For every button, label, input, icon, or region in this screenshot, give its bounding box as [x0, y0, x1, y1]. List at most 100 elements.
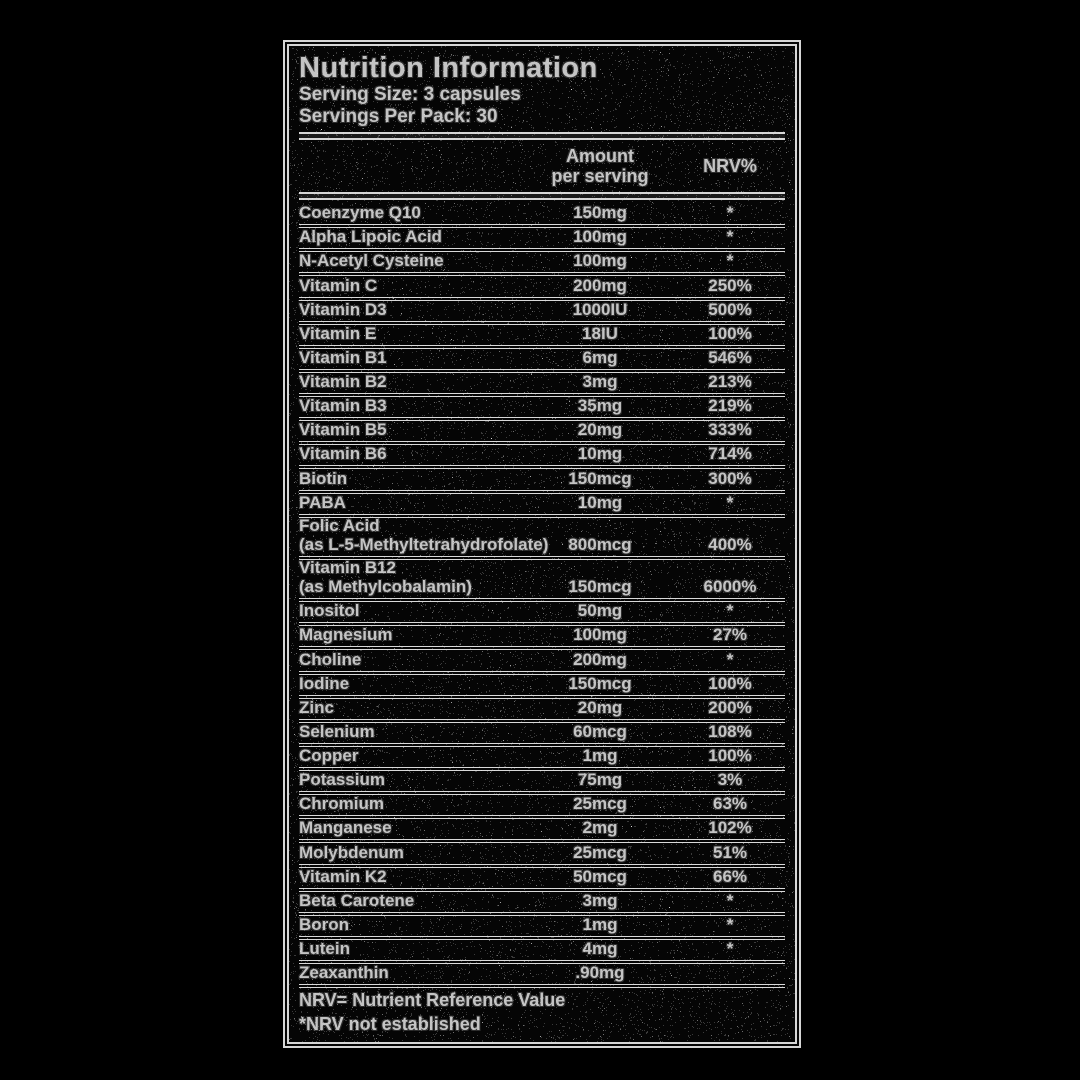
ingredient-amount: .90mg — [575, 963, 625, 983]
table-row: Vitamin B12 (as Methylcobalamin) 150mcg … — [299, 558, 785, 603]
ingredient-nrv: * — [726, 601, 734, 621]
table-row: Alpha Lipoic Acid 100mg * — [299, 227, 785, 253]
footnote-nrv-not-established: *NRV not established — [299, 1014, 481, 1034]
table-row: Iodine 150mcg 100% — [299, 673, 785, 699]
ingredient-amount: 35mg — [577, 396, 623, 416]
table-row: Vitamin K2 50mcg 66% — [299, 866, 785, 892]
ingredient-amount: 100mg — [573, 227, 627, 247]
ingredient-nrv: 300% — [708, 468, 752, 488]
ingredient-name: Vitamin D3 — [299, 299, 387, 319]
ingredient-name: Chromium — [299, 794, 384, 814]
ingredient-amount: 200mg — [573, 649, 627, 669]
ingredient-nrv: 200% — [708, 697, 752, 717]
ingredient-name: Inositol — [299, 601, 360, 621]
table-row: Boron 1mg * — [299, 914, 785, 940]
table-row: Vitamin B5 20mg 333% — [299, 420, 785, 446]
table-row: Manganese 2mg 102% — [299, 818, 785, 844]
ingredient-name: Coenzyme Q10 — [299, 203, 421, 223]
ingredient-nrv: 51% — [712, 842, 748, 862]
table-row: Zeaxanthin .90mg — [299, 963, 785, 989]
table-row: Vitamin C 200mg 250% — [299, 275, 785, 301]
ingredient-nrv: 63% — [712, 794, 748, 814]
ingredient-nrv: * — [726, 251, 734, 271]
ingredient-nrv: 108% — [708, 721, 752, 741]
ingredient-amount: 3mg — [582, 890, 618, 910]
ingredient-amount: 150mcg — [568, 577, 632, 597]
ingredient-nrv: 27% — [712, 625, 748, 645]
ingredient-name: Folic Acid — [299, 515, 380, 535]
column-amount-header: Amount per serving — [525, 146, 675, 186]
ingredient-name: Potassium — [299, 770, 385, 790]
ingredient-amount: 100mg — [573, 625, 627, 645]
ingredient-name: Vitamin B1 — [299, 347, 387, 367]
table-row: Biotin 150mcg 300% — [299, 468, 785, 494]
ingredient-nrv: * — [726, 649, 734, 669]
table-row: Chromium 25mcg 63% — [299, 794, 785, 820]
ingredient-amount: 1mg — [582, 914, 618, 934]
table-row: Potassium 75mg 3% — [299, 770, 785, 796]
ingredient-nrv: * — [726, 890, 734, 910]
thick-divider-top — [299, 132, 785, 140]
ingredient-subname: (as L-5-Methyltetrahydrofolate) — [299, 534, 549, 554]
ingredient-nrv: * — [726, 227, 734, 247]
table-header: Amount per serving NRV% — [299, 144, 785, 188]
ingredient-name: Molybdenum — [299, 842, 404, 862]
ingredient-nrv: 714% — [708, 444, 752, 464]
ingredient-nrv: 250% — [708, 275, 752, 295]
ingredient-nrv: * — [726, 492, 734, 512]
ingredient-amount: 3mg — [582, 372, 618, 391]
ingredient-subname: (as Methylcobalamin) — [299, 577, 472, 597]
ingredient-name: Iodine — [299, 673, 350, 693]
ingredient-amount: 25mcg — [573, 794, 627, 814]
table-row: Vitamin E 18IU 100% — [299, 323, 785, 349]
amount-header-line1: Amount — [566, 146, 634, 166]
servings-per-pack: Servings Per Pack: 30 — [299, 106, 498, 127]
ingredient-name: Vitamin B3 — [299, 396, 387, 416]
ingredient-amount: 20mg — [577, 697, 623, 717]
table-row: Vitamin B2 3mg 213% — [299, 372, 785, 397]
table-row: PABA 10mg * — [299, 492, 785, 518]
ingredient-amount: 150mcg — [568, 468, 632, 488]
table-row: Magnesium 100mg 27% — [299, 625, 785, 651]
label-title: Nutrition Information — [299, 52, 598, 84]
ingredient-name: Vitamin B5 — [299, 420, 387, 440]
ingredient-name: Copper — [299, 746, 359, 765]
ingredient-name: Vitamin B2 — [299, 372, 387, 391]
ingredient-name: Vitamin K2 — [299, 866, 387, 886]
table-row: Zinc 20mg 200% — [299, 697, 785, 723]
table-row: Inositol 50mg * — [299, 601, 785, 627]
table-row: Vitamin B3 35mg 219% — [299, 396, 785, 422]
amount-header-line2: per serving — [551, 166, 649, 186]
ingredient-name: Vitamin B6 — [299, 444, 387, 464]
ingredient-amount: 10mg — [577, 444, 623, 464]
ingredient-name: Lutein — [299, 939, 350, 958]
table-row: Lutein 4mg * — [299, 939, 785, 964]
ingredient-name: Choline — [299, 649, 362, 669]
ingredient-amount: 18IU — [582, 323, 618, 343]
table-row: Coenzyme Q10 150mg * — [299, 203, 785, 229]
ingredient-name: Beta Carotene — [299, 890, 415, 910]
nutrition-label-content: Nutrition Information Serving Size: 3 ca… — [289, 46, 795, 1042]
ingredient-amount: 4mg — [582, 939, 618, 958]
ingredient-name: Vitamin E — [299, 323, 377, 343]
ingredient-amount: 50mcg — [573, 866, 627, 886]
ingredient-nrv: 66% — [712, 866, 748, 886]
ingredient-amount: 200mg — [573, 275, 627, 295]
ingredient-amount: 60mcg — [573, 721, 627, 741]
ingredient-amount: 150mcg — [568, 673, 632, 693]
ingredient-amount: 10mg — [577, 492, 623, 512]
column-nrv-header: NRV% — [703, 156, 757, 176]
ingredient-nrv: * — [726, 914, 734, 934]
ingredient-nrv: * — [726, 939, 734, 958]
ingredient-name: N-Acetyl Cysteine — [299, 251, 444, 271]
ingredient-name: PABA — [299, 492, 346, 512]
ingredient-nrv: 213% — [708, 372, 752, 391]
thick-divider-header — [299, 192, 785, 200]
ingredient-name: Zeaxanthin — [299, 963, 389, 983]
ingredient-name: Vitamin B12 — [299, 558, 397, 578]
ingredient-amount: 150mg — [573, 203, 627, 223]
ingredient-name: Biotin — [299, 468, 348, 488]
table-row: Folic Acid (as L-5-Methyltetrahydrofolat… — [299, 515, 785, 560]
ingredient-name: Alpha Lipoic Acid — [299, 227, 442, 247]
ingredient-nrv: * — [726, 203, 734, 223]
